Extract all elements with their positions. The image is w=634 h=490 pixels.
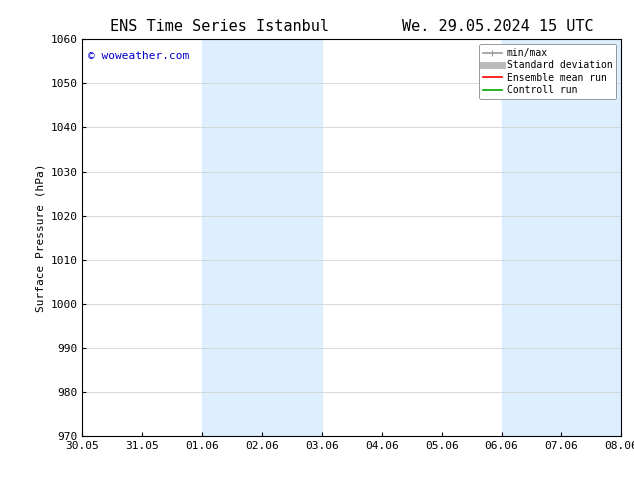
- Y-axis label: Surface Pressure (hPa): Surface Pressure (hPa): [35, 163, 45, 312]
- Bar: [501, 39, 621, 436]
- Bar: [202, 39, 322, 436]
- Text: © woweather.com: © woweather.com: [87, 51, 189, 61]
- Title: ENS Time Series Istanbul        We. 29.05.2024 15 UTC: ENS Time Series Istanbul We. 29.05.2024 …: [110, 19, 593, 34]
- Legend: min/max, Standard deviation, Ensemble mean run, Controll run: min/max, Standard deviation, Ensemble me…: [479, 44, 616, 99]
